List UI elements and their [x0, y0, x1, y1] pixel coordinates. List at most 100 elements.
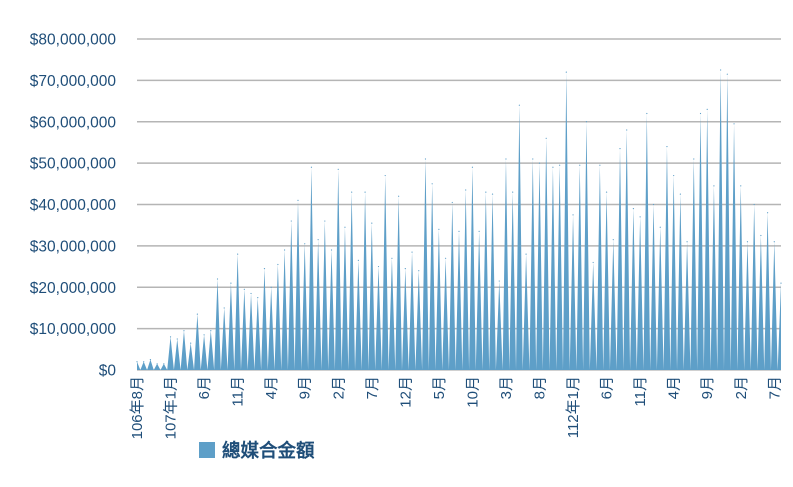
data-point: [579, 164, 581, 166]
data-point: [283, 249, 286, 251]
data-point: [163, 363, 165, 365]
data-point: [364, 191, 366, 193]
data-point: [538, 162, 541, 164]
x-tick-label: 107年1月: [163, 376, 180, 439]
data-point: [599, 164, 601, 166]
data-point: [351, 191, 353, 193]
legend-swatch: [199, 442, 215, 458]
data-point: [726, 73, 728, 75]
data-point: [532, 158, 534, 160]
data-point: [592, 261, 594, 264]
data-point: [196, 313, 198, 315]
data-point: [471, 166, 474, 168]
y-tick-label: $10,000,000: [30, 321, 117, 338]
data-point: [169, 336, 172, 338]
data-point: [780, 282, 782, 284]
data-point: [143, 361, 145, 363]
data-point: [156, 363, 158, 365]
data-point: [451, 201, 453, 204]
data-point: [257, 296, 259, 299]
data-point: [612, 239, 614, 241]
data-point: [391, 257, 393, 259]
data-point: [632, 208, 635, 210]
data-point: [753, 203, 755, 206]
data-point: [216, 278, 219, 280]
data-point: [652, 203, 655, 206]
x-tick-label: 112年1月: [565, 376, 582, 438]
data-point: [317, 239, 319, 241]
data-point: [330, 249, 333, 251]
data-point: [136, 361, 138, 363]
data-point: [559, 164, 561, 166]
data-point: [713, 185, 715, 187]
data-point: [458, 230, 460, 232]
data-point: [766, 212, 769, 214]
y-tick-label: $20,000,000: [30, 280, 117, 297]
data-point: [357, 259, 359, 261]
x-tick-label: 2月: [733, 376, 750, 399]
data-point: [176, 338, 178, 340]
y-tick-label: $70,000,000: [30, 73, 117, 90]
x-tick-label: 2月: [330, 376, 347, 399]
data-point: [337, 168, 339, 170]
data-point: [485, 191, 487, 193]
data-point: [733, 123, 735, 125]
y-tick-label: $80,000,000: [30, 32, 117, 49]
x-tick-label: 9月: [297, 376, 314, 399]
data-point: [740, 185, 742, 187]
y-tick-label: $50,000,000: [30, 156, 117, 173]
x-tick-label: 6月: [196, 376, 213, 399]
legend-label: 總媒合金額: [222, 441, 315, 462]
data-point: [431, 183, 433, 185]
data-point: [190, 342, 192, 344]
data-point: [518, 104, 520, 106]
data-point: [444, 257, 447, 259]
data-point: [210, 330, 212, 332]
data-point: [572, 214, 574, 216]
x-tick-label: 9月: [699, 376, 716, 399]
data-point: [646, 112, 648, 115]
data-point: [491, 193, 494, 195]
data-point: [377, 265, 380, 268]
x-tick-label: 3月: [498, 376, 515, 399]
data-point: [505, 158, 507, 160]
y-tick-label: $40,000,000: [30, 197, 117, 214]
x-tick-label: 8月: [532, 376, 549, 399]
data-point: [277, 263, 279, 266]
data-point: [250, 292, 252, 295]
y-tick-label: $60,000,000: [30, 114, 117, 131]
data-point: [552, 166, 554, 168]
data-point: [384, 174, 386, 177]
x-tick-label: 4月: [666, 376, 683, 399]
data-point: [679, 193, 681, 195]
x-tick-label: 11月: [230, 376, 247, 407]
data-point: [720, 69, 722, 71]
data-point: [290, 220, 292, 222]
data-point: [760, 234, 762, 237]
y-axis: $0 $10,000,000 $20,000,000 $30,000,000 $40,0…: [30, 32, 117, 380]
series-area: [137, 70, 781, 370]
data-point: [706, 108, 708, 110]
data-point: [398, 195, 400, 197]
data-point: [438, 228, 440, 230]
x-tick-label: 7月: [766, 376, 783, 399]
data-point: [263, 268, 266, 270]
data-point: [230, 282, 232, 284]
x-tick-label: 12月: [397, 376, 414, 408]
legend: 總媒合金額: [199, 437, 315, 463]
x-tick-label: 5月: [431, 376, 448, 399]
data-point: [693, 158, 695, 160]
data-point: [223, 307, 225, 309]
x-tick-label: 4月: [263, 376, 280, 399]
data-point: [626, 129, 628, 131]
data-point: [237, 253, 239, 255]
y-tick-label: $30,000,000: [30, 238, 117, 255]
data-point: [512, 191, 514, 193]
data-point: [297, 199, 299, 201]
x-tick-label: 11月: [632, 376, 649, 407]
data-point: [203, 334, 205, 336]
data-point: [619, 148, 621, 150]
data-point: [525, 253, 527, 255]
data-point: [424, 158, 427, 160]
